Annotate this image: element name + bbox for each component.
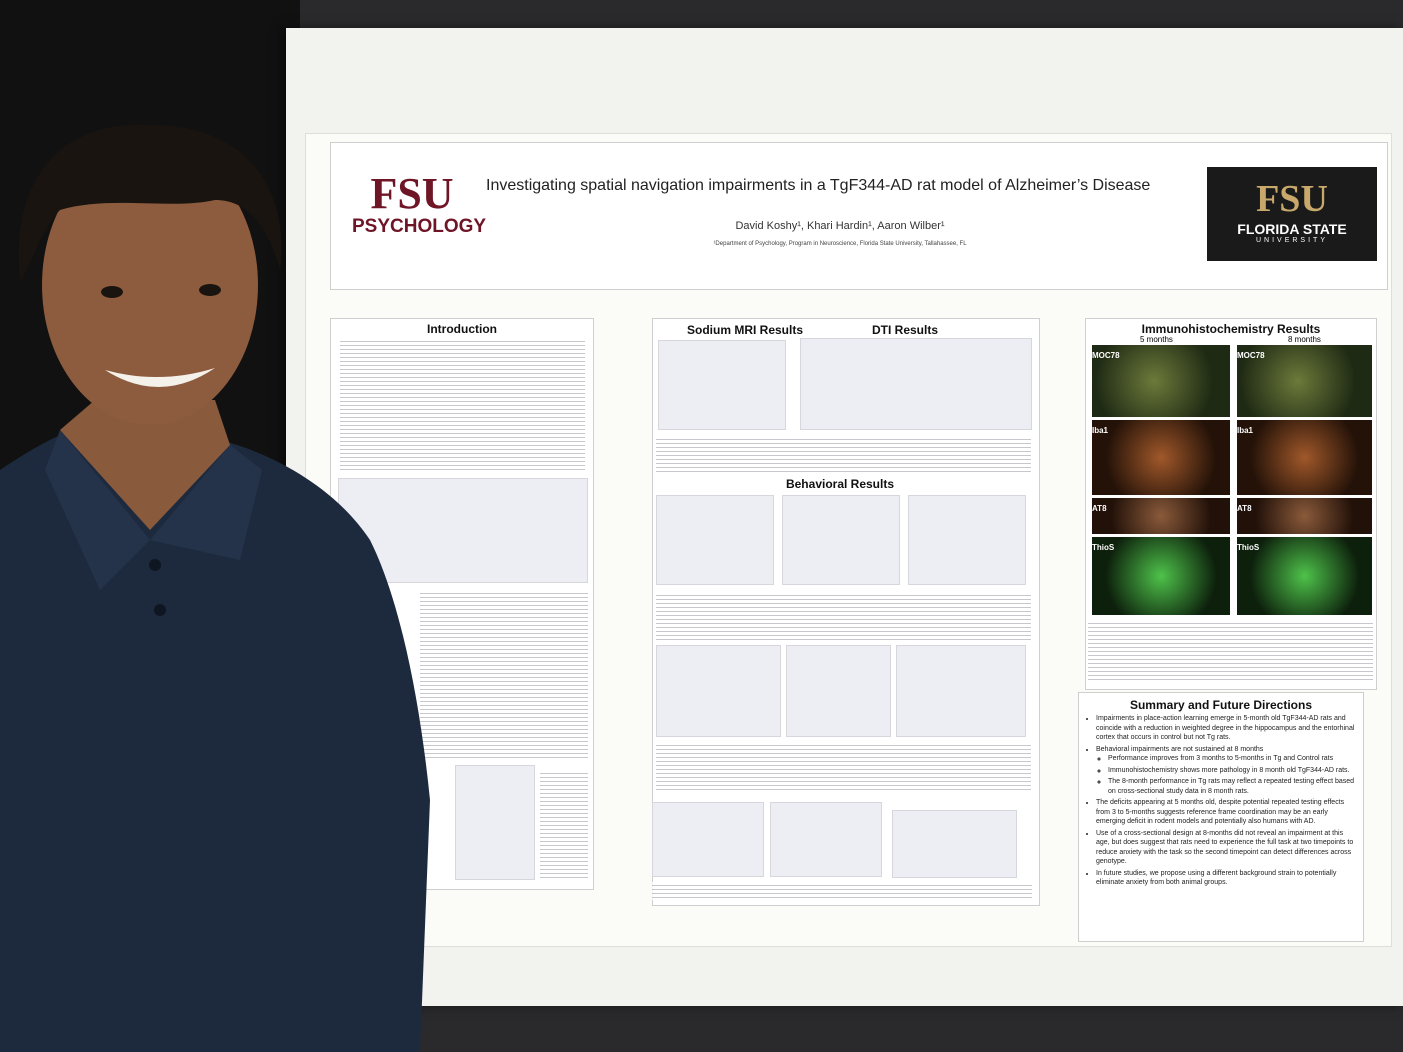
stain-label: Iba1 <box>1237 426 1254 435</box>
figure <box>770 802 882 877</box>
smile <box>105 368 215 388</box>
figure <box>896 645 1026 737</box>
summary-sublist: Performance improves from 3 months to 5-… <box>1096 754 1358 796</box>
text-block <box>540 770 588 880</box>
section-heading: Behavioral Results <box>785 477 895 491</box>
neck <box>60 400 230 530</box>
age-label: 5 months <box>1140 335 1173 344</box>
text-block <box>656 592 1031 640</box>
summary-item: Use of a cross-sectional design at 8-mon… <box>1096 829 1358 867</box>
figure <box>652 802 764 877</box>
section-heading: Introduction <box>427 322 497 336</box>
text-block <box>420 590 588 760</box>
button <box>149 559 161 571</box>
section-heading: DTI Results <box>871 323 938 337</box>
micrograph: AT8 <box>1237 498 1372 534</box>
logo-name: FLORIDA STATE <box>1237 221 1347 237</box>
figure <box>786 645 891 737</box>
summary-panel <box>1078 692 1364 942</box>
affiliation: ¹Department of Psychology, Program in Ne… <box>713 241 967 247</box>
micrograph: ThioS <box>1237 537 1372 615</box>
summary-text: Behavioral impairments are not sustained… <box>1096 745 1264 753</box>
summary-subitem: The 8-month performance in Tg rats may r… <box>1108 777 1358 796</box>
eye <box>101 286 123 298</box>
logo-brand: FSU <box>1256 178 1328 220</box>
section-heading: Summary and Future Directions <box>1129 698 1313 712</box>
micrograph: AT8 <box>1092 498 1230 534</box>
face <box>42 145 258 425</box>
text-block <box>656 436 1031 474</box>
summary-list: Impairments in place-action learning eme… <box>1082 714 1358 890</box>
micrograph: Iba1 <box>1092 420 1230 495</box>
summary-item: Impairments in place-action learning eme… <box>1096 714 1358 743</box>
stain-label: MOC78 <box>1092 351 1120 360</box>
stain-label: AT8 <box>1237 504 1252 513</box>
collar <box>45 430 150 590</box>
stain-label: AT8 <box>1092 504 1107 513</box>
eye <box>199 284 221 296</box>
text-block <box>340 338 585 473</box>
micrograph: MOC78 <box>1092 345 1230 417</box>
button <box>154 604 166 616</box>
hair <box>18 124 282 280</box>
summary-item: In future studies, we propose using a di… <box>1096 869 1358 888</box>
stain-label: Iba1 <box>1092 426 1109 435</box>
fsu-logo: FSU FLORIDA STATE UNIVERSITY <box>1207 167 1377 261</box>
figure <box>656 495 774 585</box>
micrograph: MOC78 <box>1237 345 1372 417</box>
summary-subitem: Performance improves from 3 months to 5-… <box>1108 754 1358 764</box>
age-label: 8 months <box>1288 335 1321 344</box>
figure <box>908 495 1026 585</box>
logo-brand: FSU <box>370 169 454 218</box>
figure <box>782 495 900 585</box>
authors: David Koshy¹, Khari Hardin¹, Aaron Wilbe… <box>735 220 945 232</box>
section-heading: Immunohistochemistry Results <box>1141 322 1321 336</box>
figure <box>800 338 1032 430</box>
flowchart <box>455 765 535 880</box>
summary-subitem: Immunohistochemistry shows more patholog… <box>1108 766 1358 776</box>
shirt <box>0 426 430 1052</box>
stain-label: ThioS <box>1092 543 1115 552</box>
micrograph: Iba1 <box>1237 420 1372 495</box>
text-block <box>1088 620 1373 682</box>
text-block <box>656 742 1031 790</box>
stain-label: ThioS <box>1237 543 1260 552</box>
figure <box>892 810 1017 878</box>
collar <box>150 445 262 560</box>
text-block <box>652 882 1032 900</box>
micrograph: ThioS <box>1092 537 1230 615</box>
stain-label: MOC78 <box>1237 351 1265 360</box>
figure <box>658 340 786 430</box>
poster-title: Investigating spatial navigation impairm… <box>486 177 1151 194</box>
summary-item: The deficits appearing at 5 months old, … <box>1096 798 1358 827</box>
section-heading: Sodium MRI Results <box>686 323 803 337</box>
summary-item: Behavioral impairments are not sustained… <box>1096 745 1358 797</box>
logo-subtitle: PSYCHOLOGY <box>352 216 487 237</box>
person <box>0 124 430 1052</box>
fsu-psychology-logo: FSU PSYCHOLOGY <box>352 169 487 238</box>
logo-subname: UNIVERSITY <box>1255 237 1328 244</box>
figure <box>656 645 781 737</box>
